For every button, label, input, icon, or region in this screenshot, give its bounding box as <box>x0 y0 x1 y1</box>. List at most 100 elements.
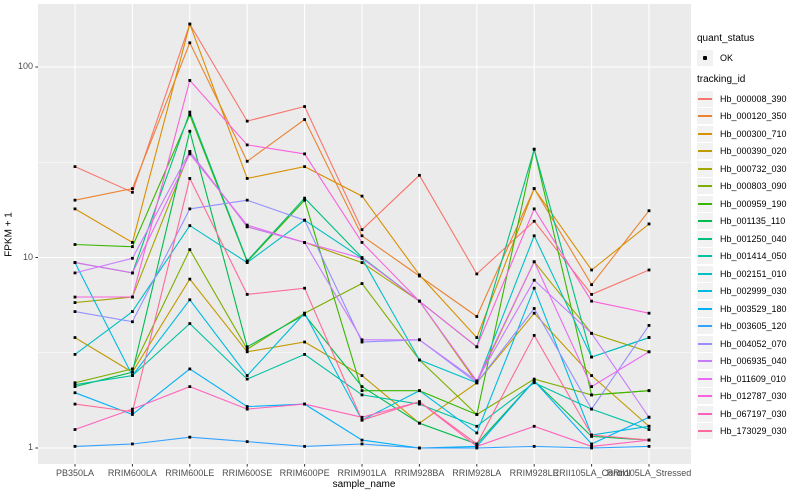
data-point <box>360 438 364 442</box>
data-point <box>647 415 651 419</box>
data-point <box>131 310 134 314</box>
data-point <box>647 428 651 431</box>
x-tick-label: RRIM600SE <box>222 468 273 478</box>
legend-item-Hb_001250_040: Hb_001250_040 <box>697 230 797 248</box>
legend-key-line <box>698 360 712 362</box>
data-point <box>590 435 593 438</box>
data-point <box>245 405 249 408</box>
data-point <box>360 241 364 244</box>
data-point <box>188 277 192 281</box>
data-point <box>647 311 651 315</box>
data-point <box>131 367 134 371</box>
data-point <box>475 336 479 339</box>
data-point <box>73 352 77 356</box>
legend-key-box <box>697 178 713 194</box>
data-point <box>303 444 306 448</box>
data-point <box>590 355 593 359</box>
data-point <box>73 310 77 314</box>
data-point <box>245 345 249 349</box>
x-tick-label: RRIM901LA <box>337 468 387 478</box>
data-point <box>303 286 306 290</box>
legend-key-box <box>697 50 713 66</box>
legend-item-Hb_001414_050: Hb_001414_050 <box>697 248 797 265</box>
data-point <box>532 424 536 428</box>
data-point <box>590 268 593 272</box>
legend-key-line <box>698 377 712 380</box>
data-point <box>590 331 593 335</box>
data-point <box>475 442 479 446</box>
legend-key-line <box>698 237 712 240</box>
data-point <box>188 110 192 114</box>
legend-key-box <box>697 125 713 142</box>
data-point <box>418 358 421 362</box>
data-point <box>188 79 192 82</box>
data-point <box>360 389 364 393</box>
data-point <box>418 421 421 425</box>
data-point <box>131 374 134 377</box>
data-point <box>188 129 192 133</box>
data-point <box>188 298 192 302</box>
data-point <box>303 313 306 317</box>
data-point <box>647 268 651 272</box>
data-point <box>188 177 192 180</box>
legend-key-box <box>697 318 713 334</box>
data-point <box>73 198 77 202</box>
data-point <box>188 435 192 439</box>
legend-key-box <box>697 248 713 264</box>
data-point <box>188 152 192 156</box>
legend-key-line <box>698 97 712 100</box>
data-point <box>360 256 364 260</box>
data-point <box>590 393 593 397</box>
legend-key-box <box>697 160 713 177</box>
legend-item-Hb_006935_040: Hb_006935_040 <box>697 353 797 370</box>
x-axis-title: sample_name <box>332 479 396 490</box>
data-point <box>475 272 479 276</box>
data-point <box>73 336 77 339</box>
data-point <box>475 424 479 428</box>
data-point <box>188 207 192 211</box>
legend-key-line <box>698 430 712 432</box>
legend-key-line <box>698 395 712 397</box>
data-point <box>245 159 249 163</box>
data-point <box>418 338 421 342</box>
data-point <box>188 150 192 153</box>
data-point <box>245 223 249 227</box>
data-point <box>647 389 651 393</box>
legend-title-tracking-id: tracking_id <box>697 74 746 85</box>
data-point <box>475 315 479 318</box>
legend-key-line <box>698 167 712 170</box>
legend-key-box <box>697 230 713 247</box>
data-point <box>360 418 364 422</box>
legend-item-Hb_000959_190: Hb_000959_190 <box>697 195 797 213</box>
legend-key-box <box>697 283 713 299</box>
legend-item-Hb_003529_180: Hb_003529_180 <box>697 300 797 318</box>
data-point <box>532 219 536 223</box>
y-tick-label: 10 <box>22 251 33 262</box>
data-point <box>532 377 536 381</box>
data-point <box>418 446 421 450</box>
data-point <box>303 105 306 108</box>
legend-title-quant-status: quant_status <box>697 33 755 44</box>
legend-item-label: Hb_067197_030 <box>720 408 787 419</box>
point-marker-icon <box>703 56 707 60</box>
legend-item-Hb_000803_090: Hb_000803_090 <box>697 178 797 195</box>
y-tick-label: 1 <box>27 442 33 452</box>
data-point <box>360 194 364 198</box>
data-point <box>73 383 77 387</box>
x-tick-label: PB350LA <box>55 468 95 478</box>
legend-item-label: Hb_012787_030 <box>720 391 787 401</box>
data-point <box>590 444 593 448</box>
legend-item-label: Hb_003529_180 <box>720 303 787 314</box>
data-point <box>245 350 249 354</box>
legend-key-box <box>697 423 713 439</box>
data-point <box>360 385 364 389</box>
data-point <box>418 402 421 406</box>
legend: quant_status OK tracking_id Hb_000008_39… <box>688 0 800 500</box>
legend-item-Hb_000300_710: Hb_000300_710 <box>697 125 797 143</box>
data-point <box>590 442 593 446</box>
x-tick-label: RRIM600LE <box>165 468 215 478</box>
data-point <box>532 207 536 211</box>
data-point <box>73 295 77 299</box>
data-point <box>418 299 421 303</box>
legend-item-label: Hb_001250_040 <box>720 233 787 244</box>
